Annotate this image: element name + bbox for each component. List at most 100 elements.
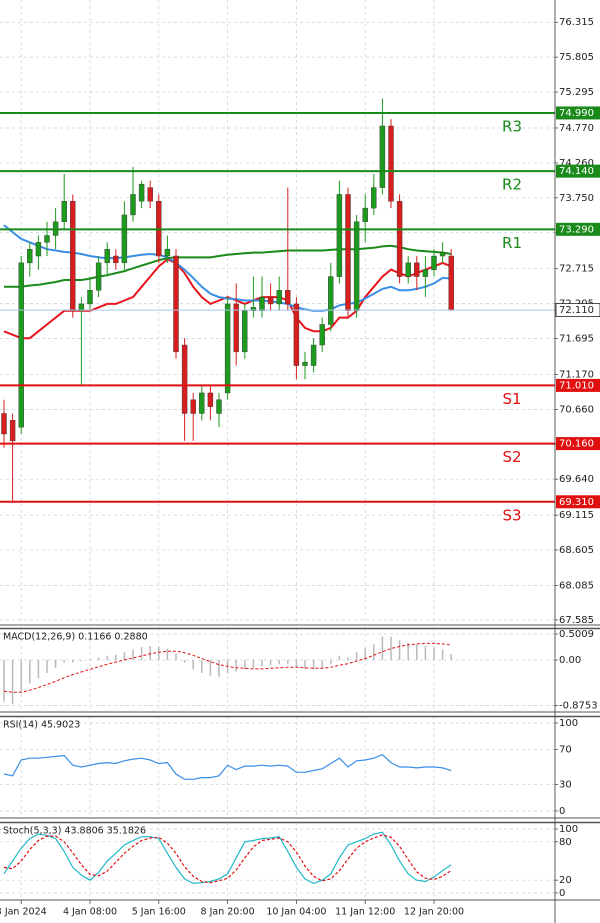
x-tick-label: 10 Jan 04:00 xyxy=(266,907,326,918)
candle-body xyxy=(267,296,274,305)
y-tick-label: 20 xyxy=(559,875,572,886)
candle-body xyxy=(70,201,76,311)
x-tick-label: 11 Jan 12:00 xyxy=(335,907,395,918)
candle-body xyxy=(259,296,265,311)
candle-body xyxy=(388,125,394,202)
last-price-box xyxy=(555,303,600,318)
level-name: R1 xyxy=(502,234,522,252)
level-price-label: 73.290 xyxy=(559,224,594,235)
y-tick-label: 75.295 xyxy=(559,87,594,98)
y-tick-label: 74.770 xyxy=(559,123,594,134)
macd-signal xyxy=(3,642,452,693)
level-name: S1 xyxy=(502,390,521,408)
y-tick-label: 70 xyxy=(559,744,572,755)
candle-body xyxy=(190,399,196,414)
candle-body xyxy=(199,392,205,414)
level-name: R2 xyxy=(502,176,522,194)
level-price-box xyxy=(556,495,600,509)
candle-body xyxy=(448,255,454,311)
level-price-box xyxy=(556,106,600,120)
level-price-box xyxy=(556,378,600,392)
panel-title: RSI(14) 45.9023 xyxy=(3,720,80,731)
x-tick-label: 8 Jan 20:00 xyxy=(201,907,255,918)
panel-title: Stoch(5,3,3) 43.8806 35.1826 xyxy=(3,826,146,837)
y-tick-label: 76.315 xyxy=(559,17,594,28)
y-tick-label: 73.750 xyxy=(559,193,594,204)
candle-body xyxy=(78,303,85,311)
candle-body xyxy=(9,420,16,442)
y-tick-label: -0.8753 xyxy=(559,701,598,712)
candle-body xyxy=(87,290,93,305)
level-price-label: 71.010 xyxy=(559,380,594,391)
y-tick-label: 75.805 xyxy=(559,52,594,63)
candle-body xyxy=(242,310,248,353)
indicator-line xyxy=(3,754,452,780)
candle-body xyxy=(121,214,128,264)
level-price-label: 69.310 xyxy=(559,497,594,508)
candle-body xyxy=(207,392,214,407)
panel-title: MACD(12,26,9) 0.1166 0.2880 xyxy=(3,632,148,643)
y-tick-label: 69.115 xyxy=(559,510,594,521)
candle-body xyxy=(414,262,420,277)
candle-body xyxy=(27,248,33,264)
candle-body xyxy=(216,399,222,414)
last-price-label: 72.110 xyxy=(559,305,594,316)
y-tick-label: 80 xyxy=(559,837,572,848)
y-tick-label: 72.715 xyxy=(559,264,594,275)
candle-body xyxy=(379,125,386,188)
candle-body xyxy=(138,183,145,202)
candle-body xyxy=(1,413,7,435)
level-price-label: 70.160 xyxy=(559,439,594,450)
level-name: R3 xyxy=(502,117,522,135)
level-price-box xyxy=(556,222,600,236)
candle-body xyxy=(35,242,42,257)
candle-body xyxy=(276,290,282,305)
level-price-label: 74.990 xyxy=(559,108,594,119)
candle-body xyxy=(336,194,343,277)
candle-body xyxy=(61,201,67,222)
candle-body xyxy=(285,290,291,305)
level-price-label: 74.140 xyxy=(559,166,594,177)
candle-body xyxy=(396,201,403,277)
x-tick-label: 12 Jan 20:00 xyxy=(404,907,464,918)
level-name: S3 xyxy=(502,506,521,524)
y-tick-label: 69.640 xyxy=(559,474,594,485)
candle-body xyxy=(147,187,153,202)
candle-body xyxy=(44,235,50,243)
candle-body xyxy=(353,221,360,311)
y-tick-label: 68.605 xyxy=(559,545,594,556)
y-tick-label: 0 xyxy=(559,806,565,817)
candle-body xyxy=(95,262,102,291)
candle-body xyxy=(250,307,257,311)
candle-body xyxy=(345,194,351,311)
candle-body xyxy=(18,262,24,428)
y-tick-label: 71.695 xyxy=(559,334,594,345)
candle-body xyxy=(362,207,368,222)
y-tick-label: 30 xyxy=(559,780,572,791)
candle-body xyxy=(233,303,239,353)
candle-body xyxy=(181,344,188,414)
candle-body xyxy=(164,248,171,257)
candle-body xyxy=(431,255,437,270)
candle-body xyxy=(319,324,325,346)
x-tick-label: 5 Jan 16:00 xyxy=(132,907,186,918)
moving-average xyxy=(4,244,452,288)
y-tick-label: 68.085 xyxy=(559,581,594,592)
candle-body xyxy=(302,361,308,366)
y-tick-label: 0.5009 xyxy=(559,629,594,640)
y-tick-label: 70.660 xyxy=(559,404,594,415)
candle-body xyxy=(173,255,179,353)
indicator-line xyxy=(3,834,452,884)
x-tick-label: 3 Jan 2024 xyxy=(0,907,47,918)
candle-body xyxy=(224,303,231,394)
y-tick-label: 100 xyxy=(559,718,578,729)
indicator-line xyxy=(3,831,452,885)
candle-body xyxy=(371,187,377,209)
candle-body xyxy=(405,262,411,277)
y-tick-label: 0 xyxy=(559,888,565,899)
candle-body xyxy=(113,255,119,264)
x-tick-label: 4 Jan 08:00 xyxy=(63,907,117,918)
